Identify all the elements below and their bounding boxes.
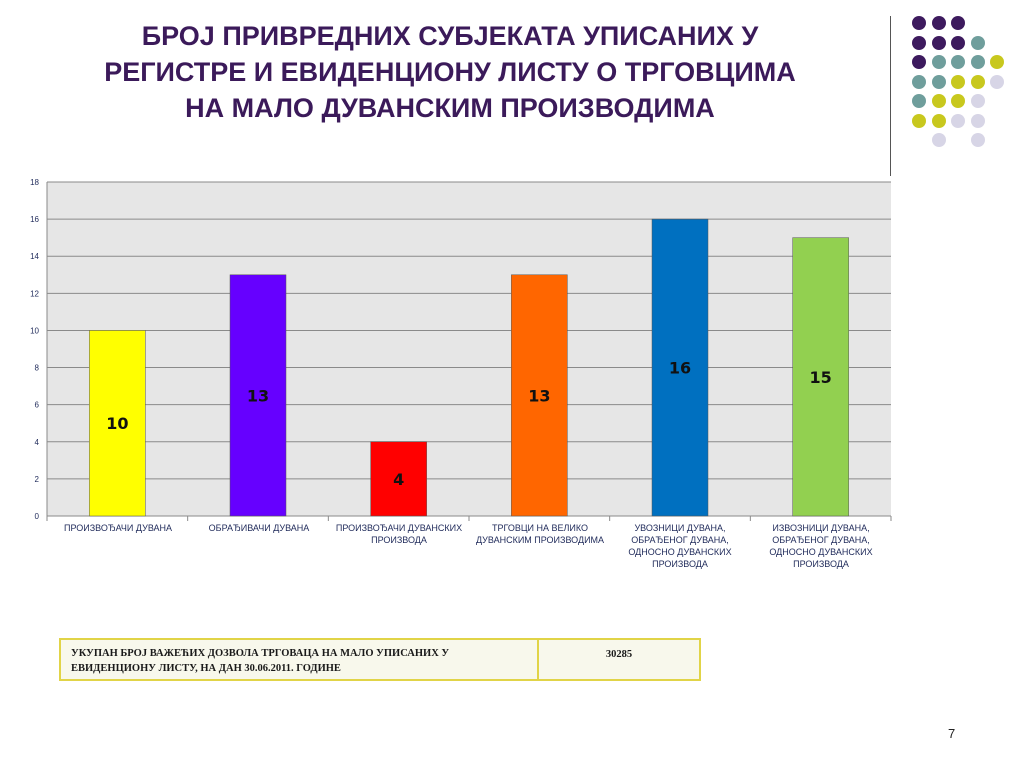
y-tick-label: 12 (30, 289, 39, 298)
decorative-dot (951, 113, 965, 128)
decorative-dot (912, 55, 926, 69)
decorative-dot (931, 35, 946, 50)
decorative-dot (970, 113, 985, 128)
bar-chart: 0 2 4 6 8 10 12 14 16 18 10 13 4 13 16 15 (30, 178, 892, 521)
category-label-6: ИЗВОЗНИЦИ ДУВАНА, ОБРАЂЕНОГ ДУВАНА, ОДНО… (769, 523, 873, 569)
bar-value-label: 13 (247, 386, 269, 405)
y-tick-label: 8 (35, 364, 40, 373)
bar (511, 274, 568, 517)
bar (792, 237, 849, 517)
page-number: 7 (948, 726, 956, 741)
total-licenses-value: 30285 (605, 649, 633, 660)
y-tick-label: 10 (30, 326, 39, 335)
bar (651, 218, 709, 517)
decorative-dot (970, 74, 985, 89)
decorative-dot (931, 55, 946, 69)
decorative-dot (990, 55, 1004, 69)
title-line-1: БРОЈ ПРИВРЕДНИХ СУБЈЕКАТА УПИСАНИХ У (141, 21, 759, 51)
bar-value-label: 4 (393, 470, 404, 489)
decorative-dot (970, 94, 985, 108)
decorative-dot (951, 55, 965, 69)
decorative-dot (931, 113, 946, 128)
bar (89, 330, 146, 517)
title-line-3: НА МАЛО ДУВАНСКИМ ПРОИЗВОДИМА (185, 93, 715, 123)
decorative-divider-line (890, 16, 891, 176)
decorative-dot (912, 16, 926, 30)
plot-area (47, 182, 891, 516)
y-tick-label: 0 (35, 512, 40, 521)
total-licenses-label: УКУПАН БРОЈ ВАЖЕЋИХ ДОЗВОЛА ТРГОВАЦА НА … (61, 640, 539, 679)
bar-value-label: 15 (810, 368, 832, 387)
category-label-3: ПРОИЗВОЂАЧИ ДУВАНСКИХ ПРОИЗВОДА (335, 523, 463, 545)
category-label-4: ТРГОВЦИ НА ВЕЛИКО ДУВАНСКИМ ПРОИЗВОДИМА (475, 523, 605, 545)
category-label-5: УВОЗНИЦИ ДУВАНА, ОБРАЂЕНОГ ДУВАНА, ОДНОС… (628, 523, 732, 569)
decorative-dot (970, 35, 985, 50)
decorative-dot (951, 74, 965, 89)
decorative-dot (931, 94, 946, 108)
decorative-dot (970, 133, 985, 147)
bar (370, 441, 427, 517)
decorative-dot (951, 35, 965, 50)
slide-title: БРОЈ ПРИВРЕДНИХ СУБЈЕКАТА УПИСАНИХ У РЕГ… (40, 18, 860, 126)
y-tick-label: 18 (30, 178, 39, 187)
decorative-dot (970, 55, 985, 69)
decorative-dot (912, 94, 926, 108)
decorative-dot (912, 113, 926, 128)
decorative-dot (912, 74, 926, 89)
y-tick-label: 4 (35, 438, 40, 447)
bar-value-label: 13 (528, 386, 550, 405)
decorative-dot (931, 133, 946, 147)
bar-value-label: 10 (106, 414, 128, 433)
category-label-1: ПРОИЗВОЂАЧИ ДУВАНА (63, 523, 173, 533)
decorative-dot (951, 16, 965, 30)
decorative-dot (951, 94, 965, 108)
y-tick-label: 14 (30, 252, 39, 261)
decorative-dot (931, 74, 946, 89)
y-tick-label: 6 (35, 401, 40, 410)
y-tick-label: 16 (30, 215, 39, 224)
decorative-dot (931, 16, 946, 30)
bar (229, 274, 287, 517)
decorative-dot (990, 74, 1004, 89)
category-label-2: ОБРАЂИВАЧИ ДУВАНА (208, 523, 310, 533)
decorative-dot (912, 35, 926, 50)
y-tick-label: 2 (35, 475, 40, 484)
bar-value-label: 16 (669, 359, 691, 378)
total-licenses-table: УКУПАН БРОЈ ВАЖЕЋИХ ДОЗВОЛА ТРГОВАЦА НА … (59, 638, 701, 681)
title-line-2: РЕГИСТРЕ И ЕВИДЕНЦИОНУ ЛИСТУ О ТРГОВЦИМА (104, 57, 796, 87)
